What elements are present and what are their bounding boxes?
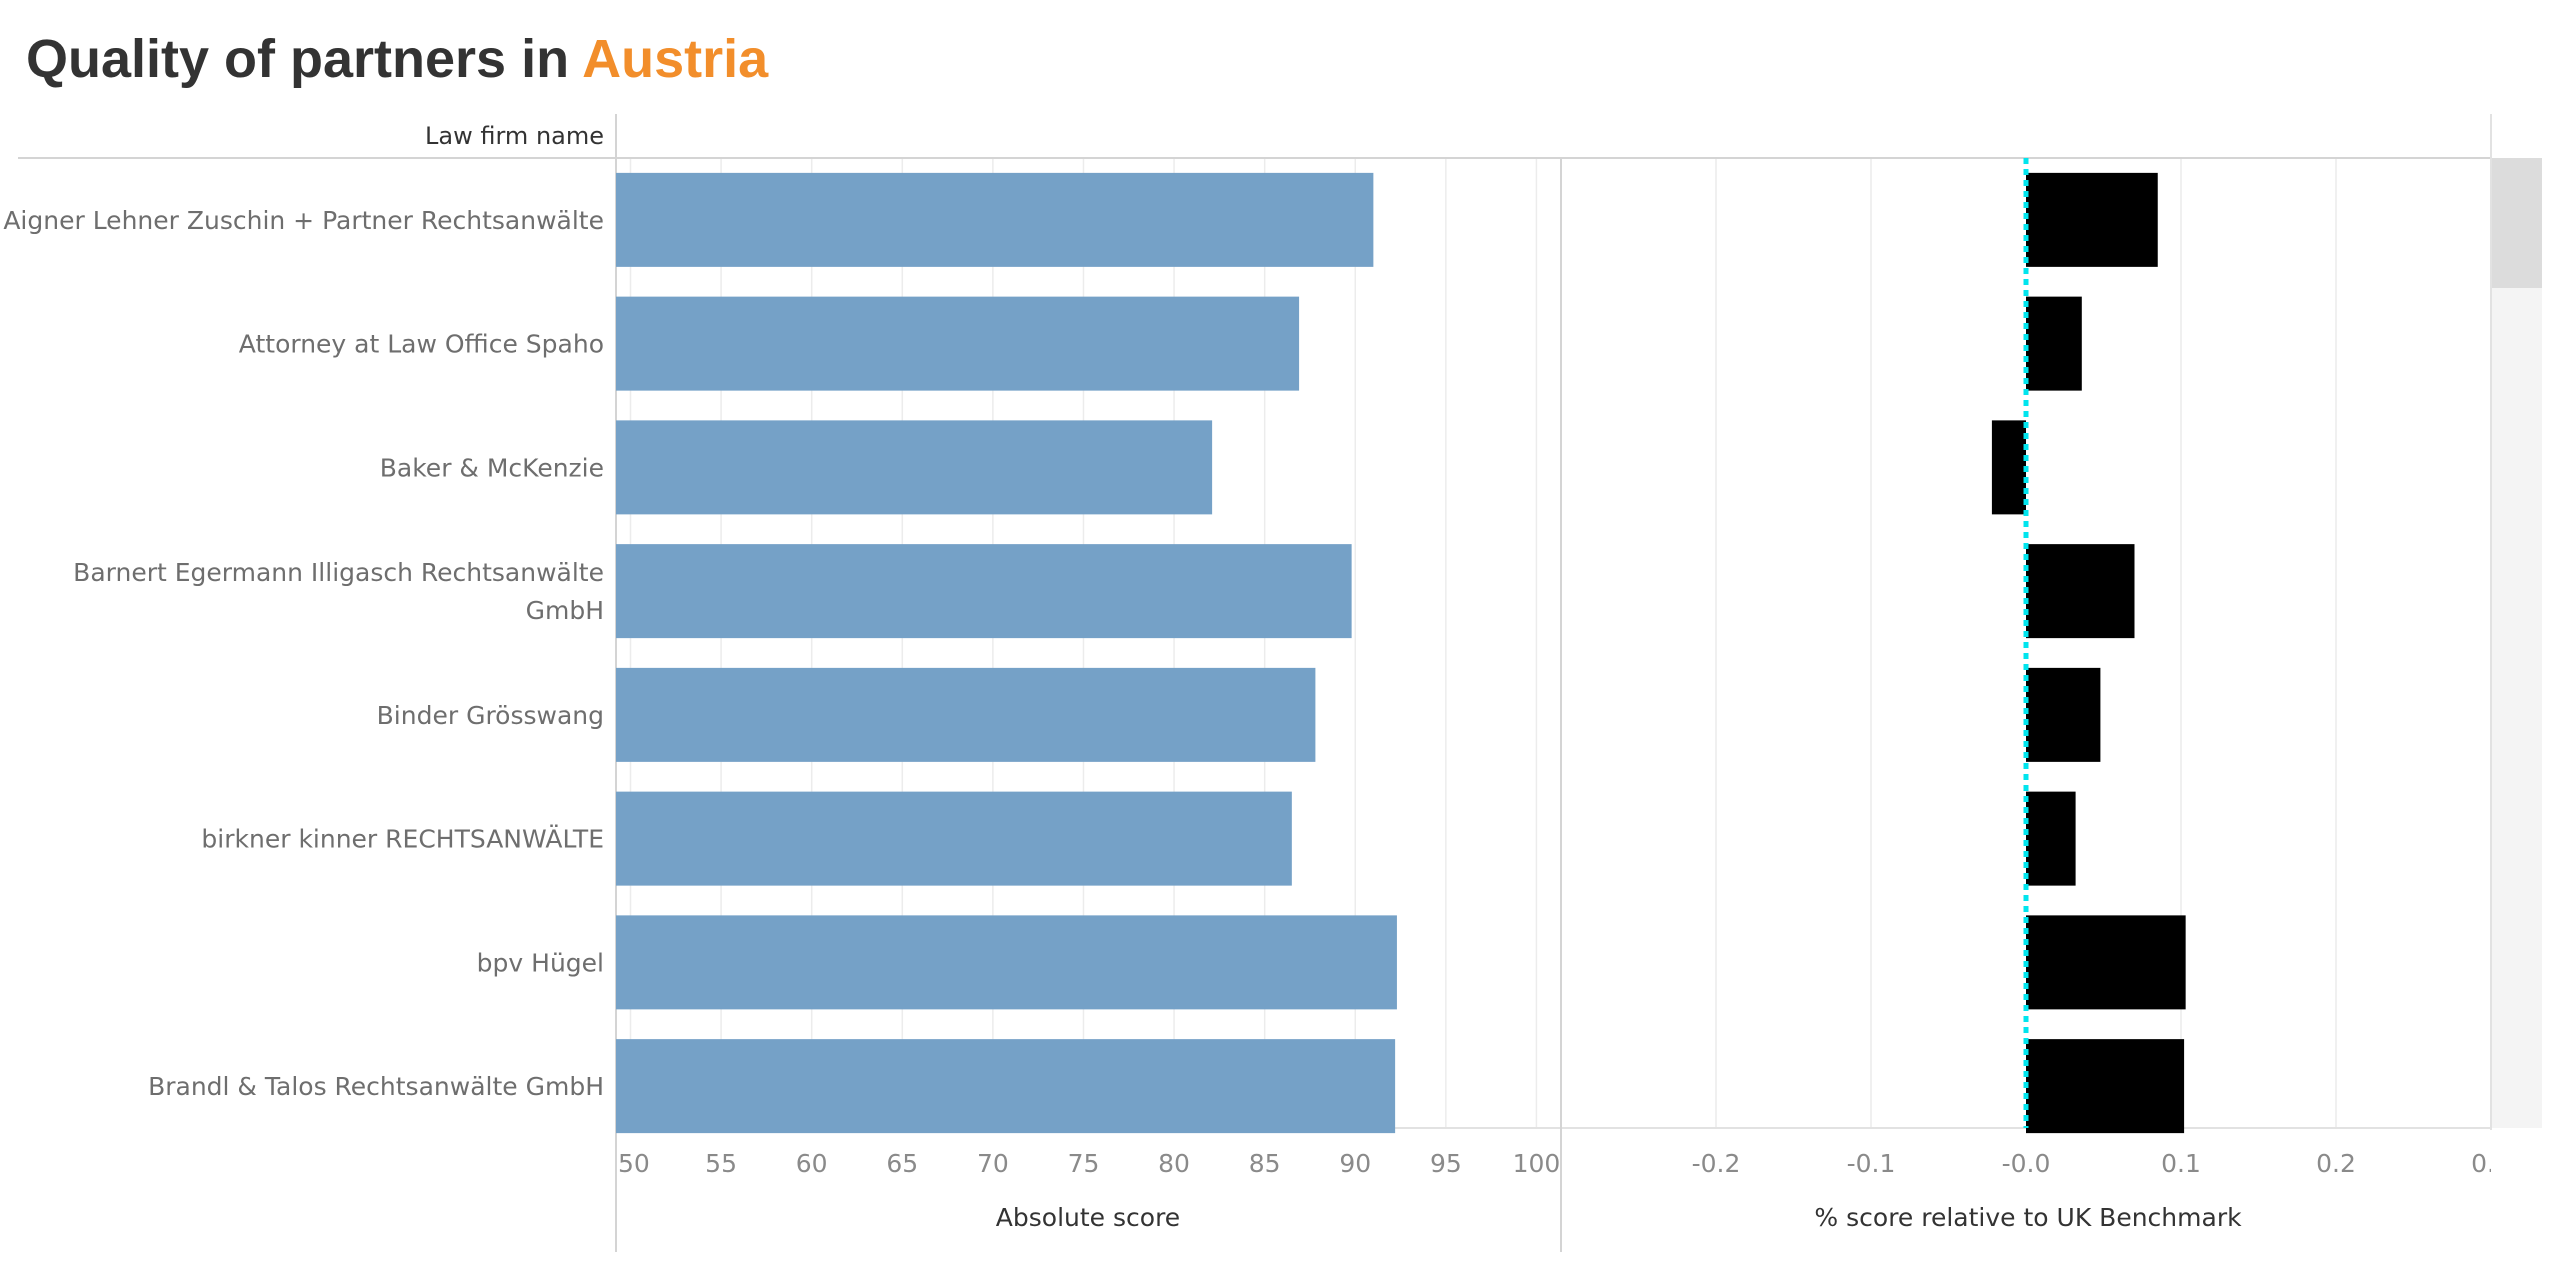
abs-tick-label: 50 <box>618 1149 650 1178</box>
abs-tick-label: 75 <box>1068 1149 1100 1178</box>
abs-tick-label: 70 <box>977 1149 1009 1178</box>
title-country: Austria <box>582 29 769 89</box>
absolute-score-bar <box>616 915 1397 1010</box>
abs-tick-label: 80 <box>1158 1149 1190 1178</box>
category-label-line: bpv Hügel <box>477 948 604 977</box>
category-label: bpv Hügel <box>477 948 604 977</box>
relative-score-bar <box>2026 544 2135 639</box>
rel-tick-labels: -0.2 -0.1 -0.0 0.1 0.2 0.3 <box>1692 1149 2511 1178</box>
relative-score-bar <box>2026 296 2082 391</box>
category-label-line: Baker & McKenzie <box>380 453 604 482</box>
category-label: Baker & McKenzie <box>380 453 604 482</box>
category-label: Barnert Egermann Illigasch Rechtsanwälte… <box>73 558 604 625</box>
rel-tick-label: -0.2 <box>1692 1149 1741 1178</box>
category-label-line: Barnert Egermann Illigasch Rechtsanwälte <box>73 558 604 587</box>
relative-score-bar <box>2026 791 2076 886</box>
rel-tick-label: 0.2 <box>2316 1149 2356 1178</box>
row-header-label: Law firm name <box>425 122 604 150</box>
scrollbar-track[interactable] <box>2492 158 2542 1128</box>
category-label-line: Aigner Lehner Zuschin + Partner Rechtsan… <box>3 206 604 235</box>
category-label-line: Binder Grösswang <box>377 701 604 730</box>
abs-tick-label: 90 <box>1339 1149 1371 1178</box>
category-label: Aigner Lehner Zuschin + Partner Rechtsan… <box>3 206 604 235</box>
relative-score-bar <box>2026 667 2101 762</box>
absolute-score-bar <box>616 296 1300 391</box>
category-label: Binder Grösswang <box>377 701 604 730</box>
absolute-score-bar <box>616 1039 1396 1134</box>
abs-tick-label: 85 <box>1249 1149 1281 1178</box>
absolute-score-bar <box>616 667 1316 762</box>
category-label: Brandl & Talos Rechtsanwälte GmbH <box>148 1072 604 1101</box>
category-label-line: GmbH <box>526 596 604 625</box>
relative-score-bar <box>2026 1039 2185 1134</box>
category-label: birkner kinner RECHTSANWÄLTE <box>201 825 604 854</box>
category-label: Attorney at Law Office Spaho <box>239 330 604 359</box>
abs-tick-label: 65 <box>886 1149 918 1178</box>
rel-axis-title: % score relative to UK Benchmark <box>1814 1203 2242 1232</box>
abs-tick-label: 55 <box>705 1149 737 1178</box>
relative-score-bar <box>2026 172 2158 267</box>
chart-title: Quality of partners in Austria <box>26 28 768 90</box>
abs-tick-label: 95 <box>1430 1149 1462 1178</box>
scrollbar-thumb[interactable] <box>2492 158 2542 288</box>
title-prefix: Quality of partners in <box>26 29 583 89</box>
abs-axis-title: Absolute score <box>996 1203 1180 1232</box>
rel-tick-label: 0.1 <box>2161 1149 2201 1178</box>
category-label-line: birkner kinner RECHTSANWÄLTE <box>201 825 604 854</box>
absolute-score-bar <box>616 172 1374 267</box>
abs-tick-label: 60 <box>796 1149 828 1178</box>
abs-tick-label: 100 <box>1513 1149 1561 1178</box>
rel-tick-label: 0.3 <box>2471 1149 2511 1178</box>
absolute-score-bar <box>616 420 1213 515</box>
rel-tick-label: -0.0 <box>2002 1149 2051 1178</box>
category-label-line: Brandl & Talos Rechtsanwälte GmbH <box>148 1072 604 1101</box>
absolute-score-bar <box>616 791 1292 886</box>
relative-score-bar <box>2026 915 2186 1010</box>
absolute-score-bar <box>616 544 1352 639</box>
rel-tick-label: -0.1 <box>1847 1149 1896 1178</box>
category-label-line: Attorney at Law Office Spaho <box>239 330 604 359</box>
relative-score-bar <box>1991 420 2026 515</box>
